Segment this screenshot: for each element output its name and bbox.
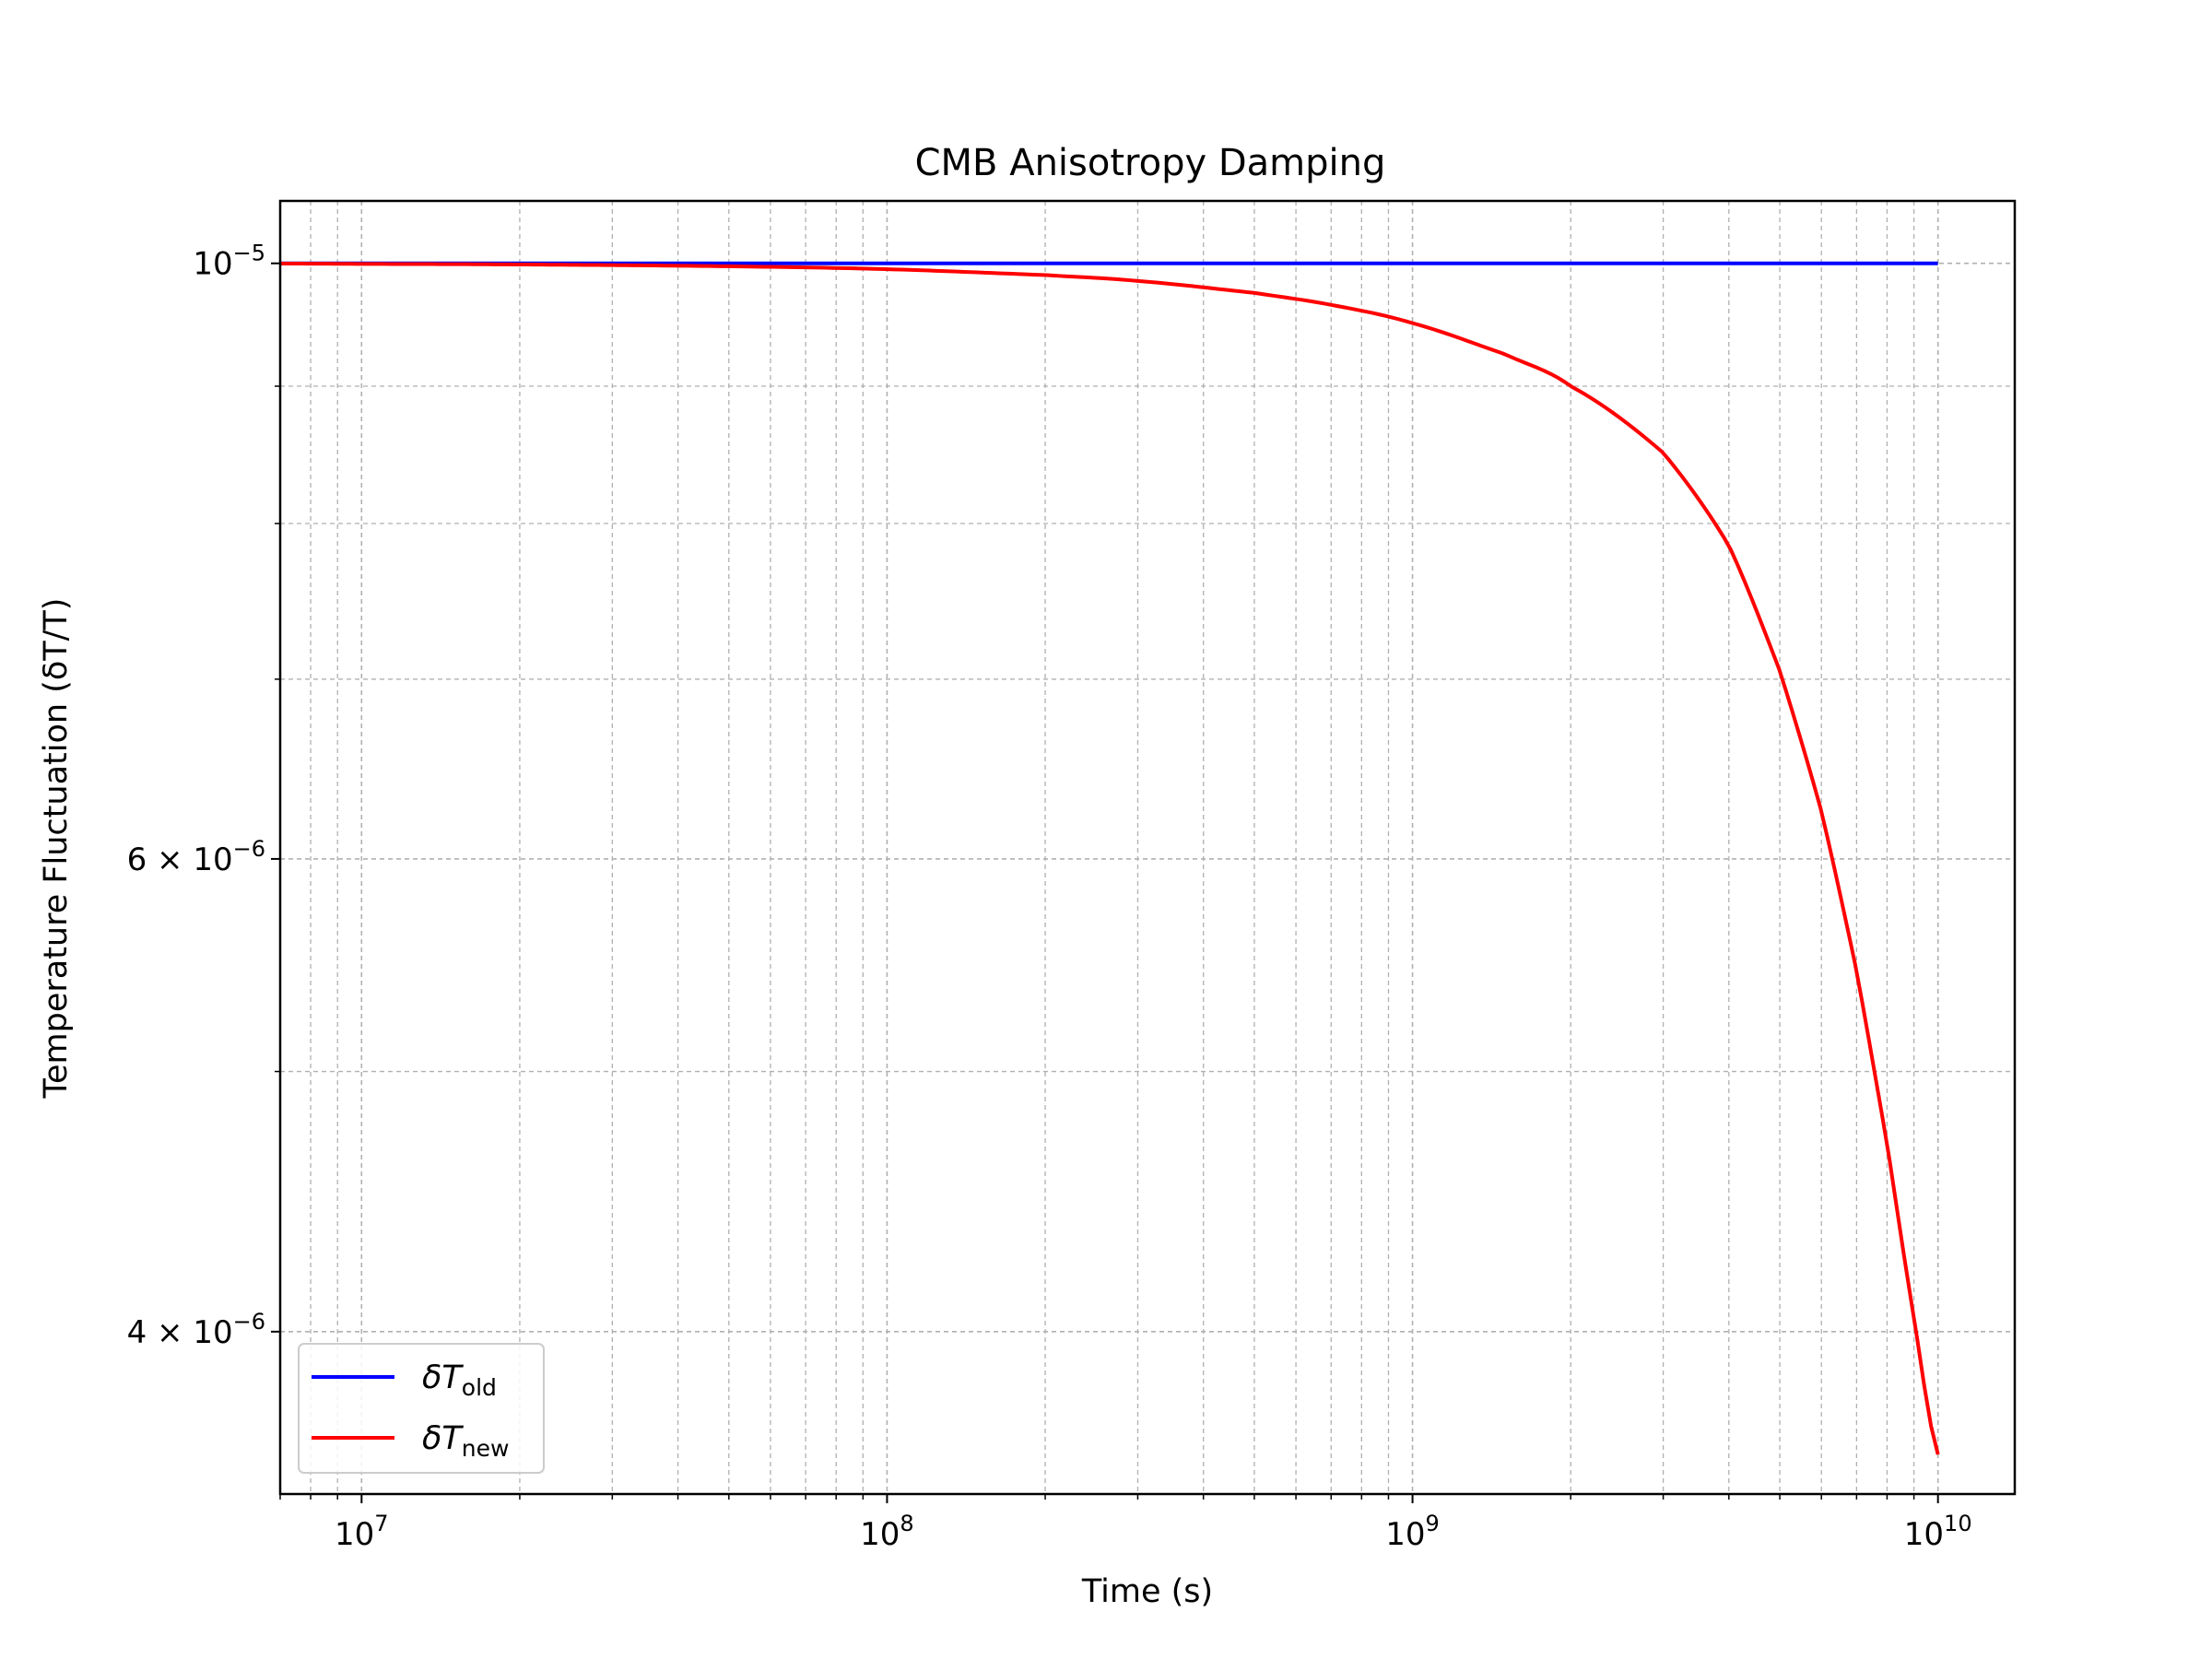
series-line-new [279,261,1940,1455]
x-tick-label: 107 [335,1511,389,1553]
x-tick-label: 109 [1385,1511,1440,1553]
x-axis-label: Time (s) [1081,1573,1213,1610]
y-tick-label: 10−5 [193,241,265,283]
legend-label-new: δTnew [422,1420,509,1462]
ticks: 107 108 109 1010 10−5 6 × 10−6 4 × 10−6 [127,241,1972,1553]
x-tick-label: 1010 [1904,1511,1972,1553]
y-tick-label: 4 × 10−6 [127,1309,265,1351]
series-lines [279,261,1940,1455]
legend-label-old: δTold [422,1359,497,1401]
y-axis-label: Temperature Fluctuation (δT/T) [38,598,75,1100]
y-tick-label: 6 × 10−6 [127,836,265,878]
plot-frame [278,199,2017,1496]
x-tick-label: 108 [860,1511,914,1553]
chart-title: CMB Anisotropy Damping [915,142,1386,184]
legend: δTold δTnew [298,1343,545,1474]
